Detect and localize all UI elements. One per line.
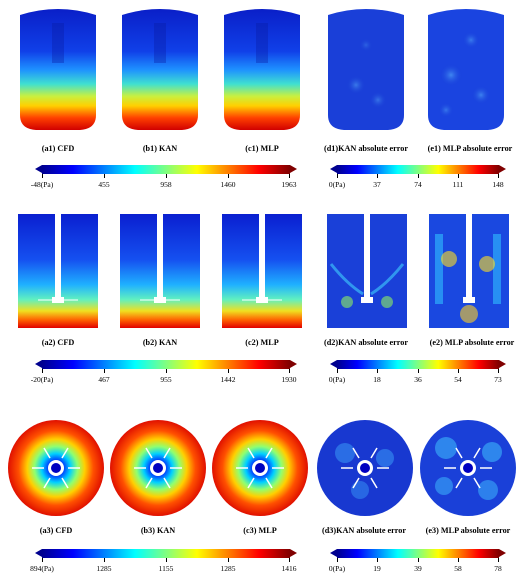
caption-e2: (e2) MLP absolute error: [429, 338, 515, 347]
error-tick-1: 0(Pa): [328, 180, 346, 189]
top-error-kan: [317, 420, 413, 516]
cylinder-error-kan: [328, 9, 404, 130]
field-tick-4: 1285: [220, 564, 236, 573]
caption-d2: (d2)KAN absolute error: [324, 338, 408, 347]
error-tick-3: 36: [414, 375, 422, 384]
cylinder-field-kan: [122, 9, 198, 130]
caption-b2: (b2) KAN: [142, 338, 178, 347]
caption-c1: (c1) MLP: [245, 144, 279, 153]
field-tick-1: -20(Pa): [30, 375, 54, 384]
caption-e1: (e1) MLP absolute error: [427, 144, 513, 153]
error-tick-4: 58: [454, 564, 462, 573]
caption-a3: (a3) CFD: [39, 526, 73, 535]
section-error-kan: [327, 214, 407, 328]
field-tick-2: 467: [98, 375, 110, 384]
error-tick-2: 37: [373, 180, 381, 189]
field-tick-3: 958: [160, 180, 172, 189]
caption-b3: (b3) KAN: [140, 526, 176, 535]
error-tick-4: 54: [454, 375, 462, 384]
field-tick-4: 1460: [220, 180, 236, 189]
top-field-kan: [110, 420, 206, 516]
top-error-mlp: [420, 420, 516, 516]
error-tick-1: 0(Pa): [328, 564, 346, 573]
field-tick-5: 1416: [281, 564, 297, 573]
error-tick-3: 74: [414, 180, 422, 189]
field-tick-1: 894(Pa): [30, 564, 54, 573]
section-error-mlp: [429, 214, 509, 328]
cylinder-error-mlp: [428, 9, 504, 130]
cylinder-field-cfd: [20, 9, 96, 130]
caption-a2: (a2) CFD: [41, 338, 75, 347]
caption-b1: (b1) KAN: [142, 144, 178, 153]
error-tick-5: 148: [492, 180, 504, 189]
error-colorbar-row1: 0(Pa) 37 74 111 148: [329, 165, 506, 189]
error-tick-1: 0(Pa): [328, 375, 346, 384]
error-colorbar-row2: 0(Pa) 18 36 54 73: [329, 360, 506, 384]
error-tick-5: 78: [494, 564, 502, 573]
top-field-mlp: [212, 420, 308, 516]
field-tick-5: 1930: [281, 375, 297, 384]
section-field-kan: [120, 214, 200, 328]
caption-d3: (d3)KAN absolute error: [322, 526, 406, 535]
field-colorbar-row1: -48(Pa) 455 958 1460 1963: [31, 165, 297, 189]
caption-d1: (d1)KAN absolute error: [324, 144, 408, 153]
field-tick-4: 1442: [220, 375, 236, 384]
field-tick-5: 1963: [281, 180, 297, 189]
section-field-cfd: [18, 214, 98, 328]
error-tick-4: 111: [452, 180, 464, 189]
field-colorbar-row3: 894(Pa) 1285 1155 1285 1416: [30, 549, 297, 573]
error-tick-5: 73: [494, 375, 502, 384]
field-tick-2: 455: [98, 180, 110, 189]
error-tick-3: 39: [414, 564, 422, 573]
caption-a1: (a1) CFD: [41, 144, 75, 153]
error-tick-2: 19: [373, 564, 381, 573]
cylinder-field-mlp: [224, 9, 300, 130]
field-colorbar-row2: -20(Pa) 467 955 1442 1930: [31, 360, 297, 384]
error-colorbar-row3: 0(Pa) 19 39 58 78: [329, 549, 506, 573]
caption-e3: (e3) MLP absolute error: [425, 526, 511, 535]
caption-c3: (c3) MLP: [243, 526, 277, 535]
field-tick-2: 1285: [96, 564, 112, 573]
top-field-cfd: [8, 420, 104, 516]
caption-c2: (c2) MLP: [245, 338, 279, 347]
field-tick-3: 955: [160, 375, 172, 384]
error-tick-2: 18: [373, 375, 381, 384]
field-tick-1: -48(Pa): [30, 180, 54, 189]
section-field-mlp: [222, 214, 302, 328]
field-tick-3: 1155: [158, 564, 174, 573]
